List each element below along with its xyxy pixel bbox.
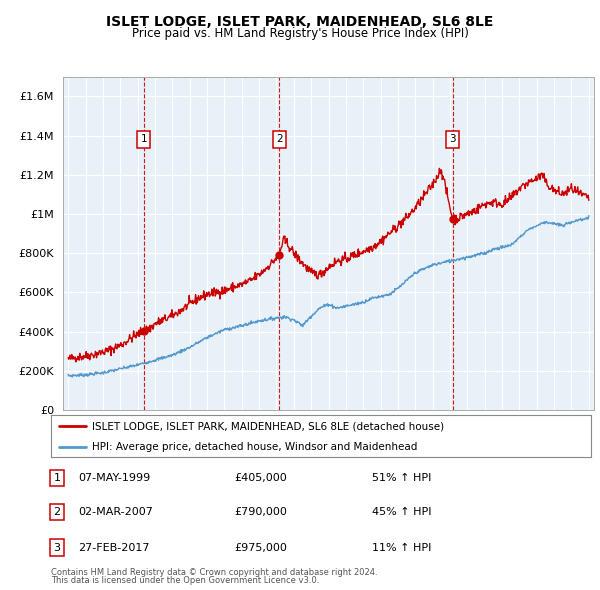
Text: HPI: Average price, detached house, Windsor and Maidenhead: HPI: Average price, detached house, Wind…	[91, 442, 417, 451]
Text: 3: 3	[449, 135, 456, 145]
Text: 02-MAR-2007: 02-MAR-2007	[78, 507, 153, 517]
Text: 07-MAY-1999: 07-MAY-1999	[78, 473, 150, 483]
Text: £975,000: £975,000	[234, 543, 287, 552]
Text: 1: 1	[140, 135, 147, 145]
Text: 2: 2	[53, 507, 61, 517]
Text: £405,000: £405,000	[234, 473, 287, 483]
Text: Price paid vs. HM Land Registry's House Price Index (HPI): Price paid vs. HM Land Registry's House …	[131, 27, 469, 40]
Text: This data is licensed under the Open Government Licence v3.0.: This data is licensed under the Open Gov…	[51, 576, 319, 585]
Text: ISLET LODGE, ISLET PARK, MAIDENHEAD, SL6 8LE: ISLET LODGE, ISLET PARK, MAIDENHEAD, SL6…	[106, 15, 494, 29]
Text: 11% ↑ HPI: 11% ↑ HPI	[372, 543, 431, 552]
Text: Contains HM Land Registry data © Crown copyright and database right 2024.: Contains HM Land Registry data © Crown c…	[51, 568, 377, 577]
Text: 2: 2	[276, 135, 283, 145]
Text: £790,000: £790,000	[234, 507, 287, 517]
Text: 45% ↑ HPI: 45% ↑ HPI	[372, 507, 431, 517]
Text: 51% ↑ HPI: 51% ↑ HPI	[372, 473, 431, 483]
Text: ISLET LODGE, ISLET PARK, MAIDENHEAD, SL6 8LE (detached house): ISLET LODGE, ISLET PARK, MAIDENHEAD, SL6…	[91, 421, 443, 431]
Text: 1: 1	[53, 473, 61, 483]
Text: 3: 3	[53, 543, 61, 552]
Text: 27-FEB-2017: 27-FEB-2017	[78, 543, 149, 552]
